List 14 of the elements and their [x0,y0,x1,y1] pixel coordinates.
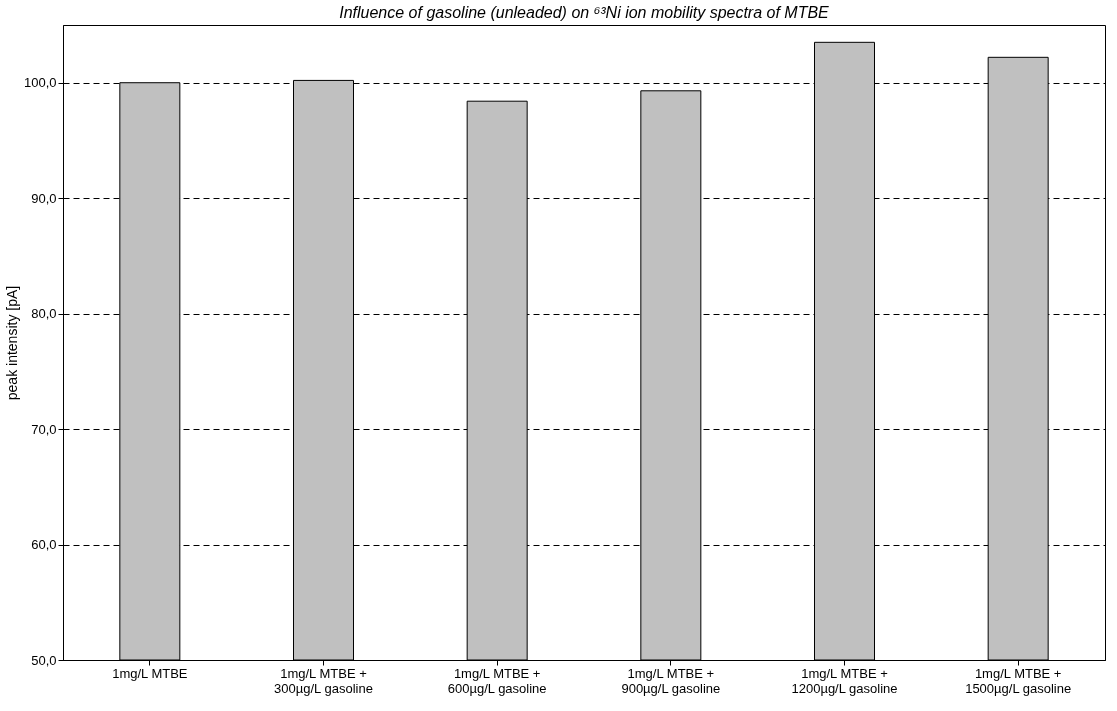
x-tick-label: 1mg/L MTBE + 900µg/L gasoline [621,665,721,696]
y-tick-label: 80,0 [31,306,57,322]
x-tick-label: 1mg/L MTBE [112,665,188,681]
y-axis-title: peak intensity [pA] [3,285,20,401]
y-tick-label: 70,0 [31,421,57,437]
x-tick-label: 1mg/L MTBE + 1200µg/L gasoline [791,665,898,696]
y-tick-label: 100,0 [23,75,57,91]
y-tick-label: 50,0 [31,652,57,668]
x-tick-label: 1mg/L MTBE + 1500µg/L gasoline [965,665,1072,696]
y-tick-label: 90,0 [31,190,57,206]
x-tick-label: 1mg/L MTBE + 300µg/L gasoline [274,665,373,696]
y-tick-label: 60,0 [31,537,57,553]
x-tick-label: 1mg/L MTBE + 600µg/L gasoline [447,665,547,696]
chart-title: Influence of gasoline (unleaded) on ⁶³Ni ion mobility spectra of MTBE [339,4,830,21]
